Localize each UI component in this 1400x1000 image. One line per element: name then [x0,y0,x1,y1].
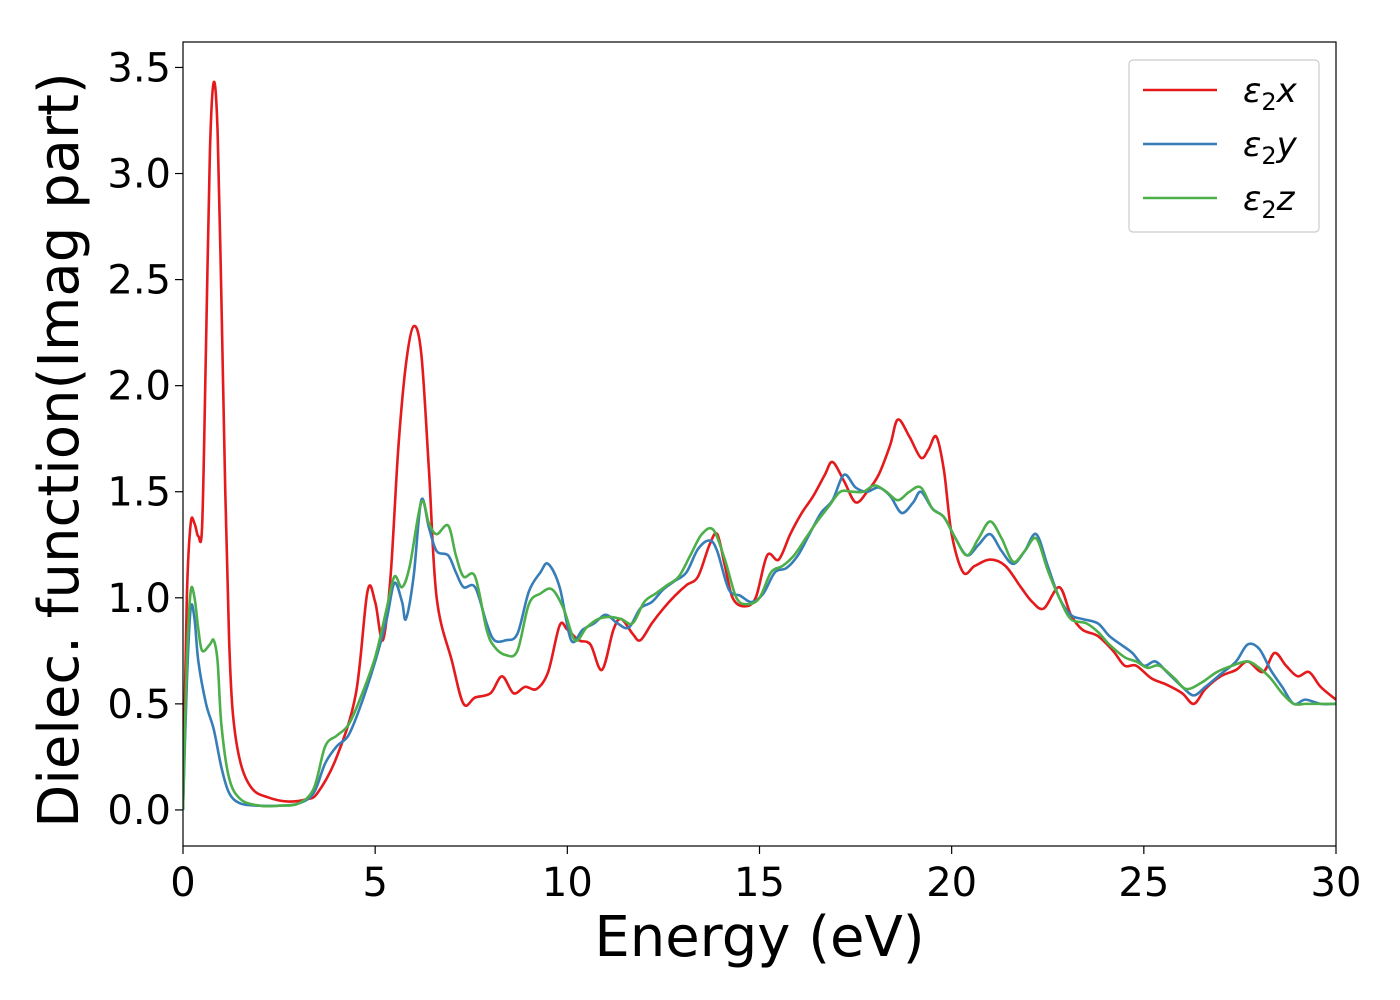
x-tick-label: 30 [1311,860,1362,906]
y-tick-label: 0.0 [107,788,171,834]
legend-label-y: ε2y [1243,125,1298,170]
y-tick-label: 1.0 [107,576,171,622]
x-tick-label: 20 [926,860,977,906]
x-tick-label: 10 [542,860,593,906]
ticks-layer: 0 5 10 15 20 25 30 0.0 0.5 1.0 1.5 2.0 2.5 3.0 3.5 [107,45,1361,906]
y-tick-label: 0.5 [107,682,171,728]
y-tick-label: 2.5 [107,258,171,304]
legend: ε2x ε2y ε2z [1128,59,1320,233]
series-line-y [183,473,1336,810]
y-tick-label: 1.5 [107,470,171,516]
legend-label-z: ε2z [1243,179,1296,224]
y-tick-label: 3.0 [107,152,171,198]
y-tick-label: 2.0 [107,364,171,410]
legend-label-x: ε2x [1243,71,1298,116]
x-axis-label: Energy (eV) [594,905,924,970]
x-tick-label: 25 [1118,860,1169,906]
series-line-z [183,484,1336,810]
series-layer [183,80,1336,810]
x-tick-label: 5 [362,860,387,906]
legend-box [1128,59,1320,233]
y-tick-label: 3.5 [107,45,171,91]
y-axis-label: Dielec. function(Imag part) [27,72,92,828]
series-line-x [183,80,1336,810]
x-tick-label: 15 [734,860,785,906]
x-tick-label: 0 [170,860,195,906]
